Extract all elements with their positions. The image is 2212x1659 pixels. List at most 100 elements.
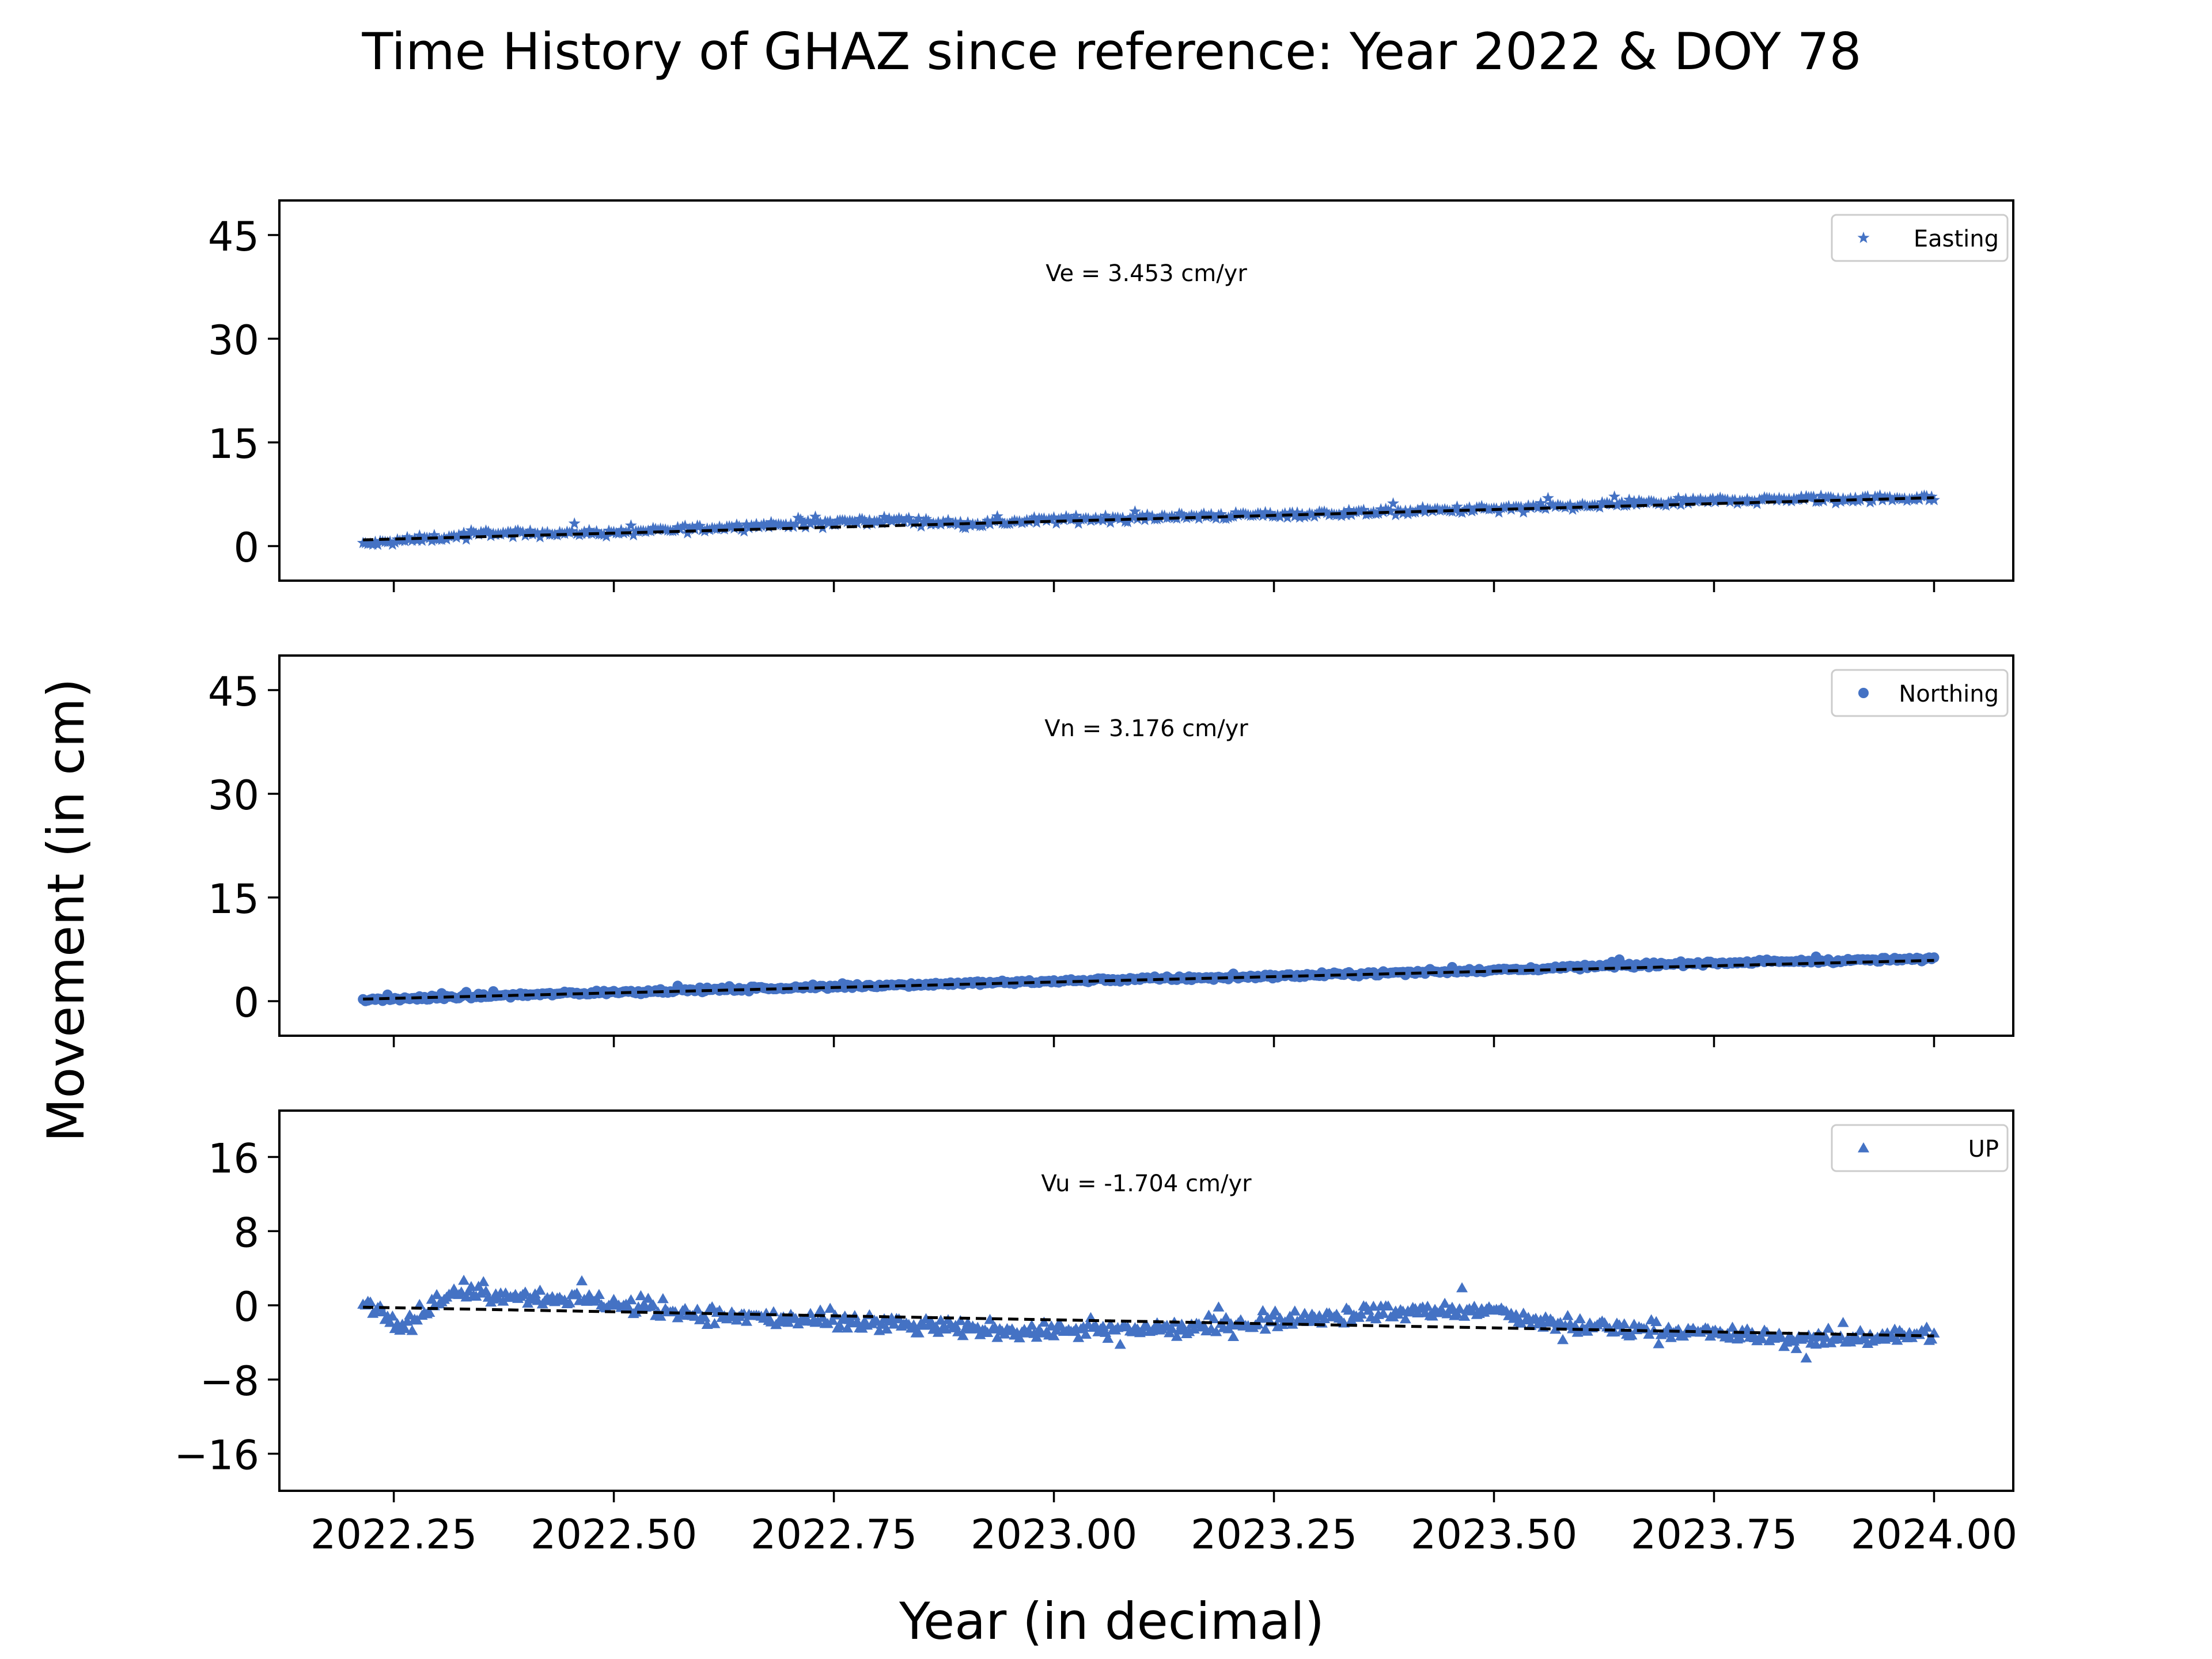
data-point [1357,503,1370,516]
data-point [903,512,915,524]
data-point [982,1327,994,1338]
data-point [1136,509,1149,521]
data-point [571,1287,583,1298]
data-point [1374,503,1387,515]
data-point [1367,506,1380,517]
data-point [1783,493,1796,505]
data-point [635,1290,647,1301]
data-point [1279,507,1291,519]
data-point [406,1325,418,1335]
x-tick-label: 2023.50 [1411,1511,1577,1558]
data-point [961,516,974,528]
data-point [1286,506,1298,518]
data-point [858,514,871,526]
data-point [1399,1313,1411,1324]
data-point [925,1316,937,1326]
data-point [615,524,627,536]
data-point [1541,491,1554,503]
data-point [1616,496,1628,508]
data-point [377,1306,389,1317]
data-point [1662,1321,1675,1332]
data-point [1790,1343,1802,1353]
y-tick-label: 30 [208,772,259,819]
data-point [642,1293,654,1303]
y-tick-label: 0 [233,524,259,571]
data-point [1158,509,1171,521]
data-point [1343,1304,1355,1315]
data-point [1013,1332,1025,1343]
data-point [1416,501,1429,513]
data-point [1926,1333,1938,1344]
data-point [470,1290,482,1301]
data-point [1857,232,1870,243]
data-point [1220,1312,1232,1323]
data-point [1550,1323,1562,1334]
panel-easting: 0 15 30 45 Ve = 3.453 cm/yr Easting [208,199,2014,592]
data-point [1128,505,1141,517]
legend-box [1831,214,2009,262]
trend-line [363,1305,1934,1338]
data-point [478,1276,490,1286]
data-point [994,514,1006,526]
data-point [1207,1313,1219,1324]
data-point [1368,1300,1380,1311]
data-point [679,519,691,531]
data-point [1714,491,1726,503]
panel-northing: 0 15 30 45 Vn = 3.176 cm/yr Northing [208,654,2014,1047]
data-point [856,513,868,524]
data-point [1854,1325,1866,1335]
axes-frame [278,1109,2014,1492]
data-point [821,1317,834,1328]
data-point [794,513,807,525]
y-tick-label: 15 [208,421,259,468]
data-point [457,527,470,538]
data-point [1229,506,1242,518]
data-point [1849,491,1862,503]
data-point [600,530,613,542]
data-point [1176,507,1188,520]
data-point [1099,509,1112,521]
data-point [1778,493,1790,504]
axes-frame [278,199,2014,582]
data-point [1094,513,1107,524]
data-point [1830,497,1842,509]
legend-box [1831,1124,2009,1172]
data-point [1832,492,1844,504]
data-point [1628,495,1641,507]
data-point [740,1316,752,1326]
data-point [1116,512,1129,523]
y-tick-label: 45 [208,668,259,715]
data-point [1650,1316,1662,1327]
data-point [1298,1308,1310,1318]
y-axis-label: Movement (in cm) [36,678,96,1142]
data-point [1459,1310,1471,1321]
data-point [1394,505,1407,517]
data-point [576,1275,588,1286]
data-point [387,1310,399,1321]
data-point [1655,497,1668,509]
data-point [414,1298,426,1309]
data-point [1626,1329,1638,1340]
data-point [411,534,423,546]
data-point [873,514,885,527]
data-point [1104,516,1117,528]
data-point [541,525,554,537]
legend-label: Easting [1914,226,1999,252]
data-point [699,1312,711,1322]
data-point [1795,490,1808,502]
data-point [1048,1330,1060,1340]
data-point [1451,1308,1463,1319]
data-point [959,521,972,533]
data-point [1822,1323,1834,1333]
data-point [942,514,955,525]
data-point [1756,1333,1768,1343]
data-point [954,516,967,528]
data-point [1837,1317,1849,1327]
data-point [762,521,775,533]
data-point [1382,1300,1394,1310]
data-point [423,1306,435,1317]
data-point [792,512,805,524]
data-point [1257,1305,1269,1316]
data-point [1284,1310,1296,1321]
